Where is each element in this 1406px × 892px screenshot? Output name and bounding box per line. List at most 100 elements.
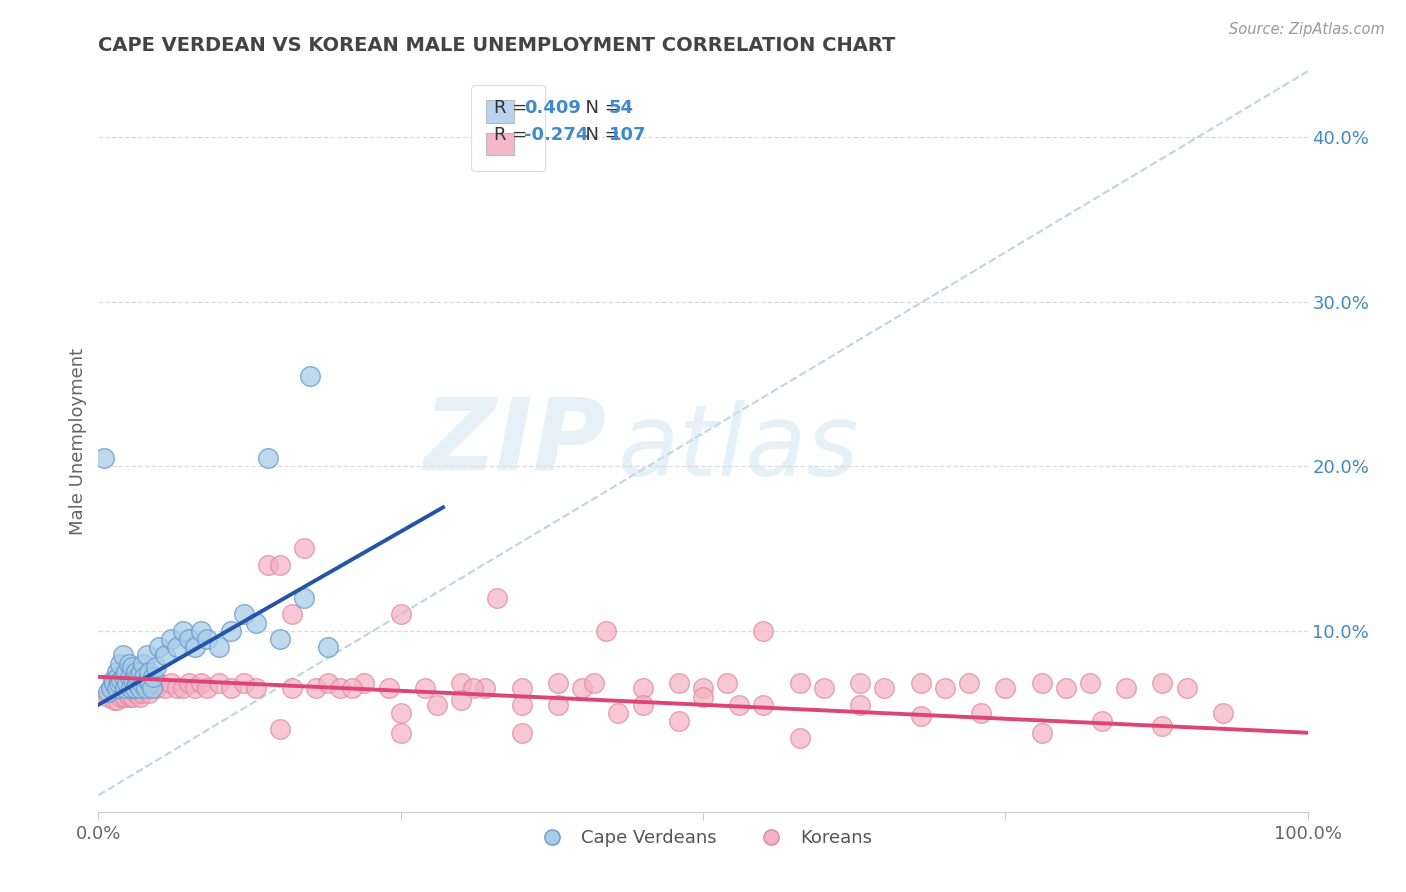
Point xyxy=(135,648,157,663)
Point xyxy=(105,693,128,707)
Point xyxy=(129,681,152,696)
Point xyxy=(631,698,654,712)
Point xyxy=(114,681,136,696)
Point xyxy=(103,676,125,690)
Point xyxy=(668,714,690,729)
Point xyxy=(120,681,142,696)
Point xyxy=(117,686,139,700)
Point xyxy=(139,676,162,690)
Point xyxy=(112,676,135,690)
Point xyxy=(813,681,835,696)
Point xyxy=(316,640,339,655)
Point xyxy=(269,558,291,572)
Point xyxy=(269,723,291,737)
Point xyxy=(128,681,150,696)
Text: ZIP: ZIP xyxy=(423,393,606,490)
Point xyxy=(299,368,322,383)
Point xyxy=(970,706,993,720)
Point xyxy=(486,591,509,605)
Point xyxy=(873,681,896,696)
Point xyxy=(184,640,207,655)
Point xyxy=(631,681,654,696)
Point xyxy=(1054,681,1077,696)
Point xyxy=(329,681,352,696)
Point xyxy=(1212,706,1234,720)
Point xyxy=(125,686,148,700)
Point xyxy=(118,676,141,690)
Point xyxy=(127,681,149,696)
Point xyxy=(208,676,231,690)
Point xyxy=(115,665,138,679)
Point xyxy=(1175,681,1198,696)
Point xyxy=(145,681,167,696)
Point xyxy=(190,624,212,638)
Point xyxy=(107,681,129,696)
Point xyxy=(269,632,291,646)
Point xyxy=(510,698,533,712)
Point xyxy=(789,676,811,690)
Text: atlas: atlas xyxy=(619,401,860,498)
Point xyxy=(450,693,472,707)
Point xyxy=(849,698,872,712)
Text: -0.274: -0.274 xyxy=(524,126,589,145)
Point xyxy=(138,665,160,679)
Point xyxy=(111,681,134,696)
Point xyxy=(107,670,129,684)
Point xyxy=(118,657,141,671)
Point xyxy=(128,690,150,704)
Point xyxy=(105,665,128,679)
Point xyxy=(474,681,496,696)
Point xyxy=(692,690,714,704)
Point xyxy=(131,676,153,690)
Point xyxy=(153,681,176,696)
Point xyxy=(138,686,160,700)
Point xyxy=(571,681,593,696)
Text: 107: 107 xyxy=(609,126,647,145)
Point xyxy=(108,676,131,690)
Point xyxy=(583,676,606,690)
Point xyxy=(849,676,872,690)
Point xyxy=(135,681,157,696)
Point xyxy=(994,681,1017,696)
Point xyxy=(118,670,141,684)
Point xyxy=(547,676,569,690)
Point xyxy=(1031,725,1053,739)
Point xyxy=(389,607,412,622)
Point xyxy=(121,676,143,690)
Point xyxy=(668,676,690,690)
Text: CAPE VERDEAN VS KOREAN MALE UNEMPLOYMENT CORRELATION CHART: CAPE VERDEAN VS KOREAN MALE UNEMPLOYMENT… xyxy=(98,36,896,54)
Point xyxy=(256,558,278,572)
Point xyxy=(117,676,139,690)
Point xyxy=(607,706,630,720)
Point xyxy=(127,676,149,690)
Point xyxy=(135,681,157,696)
Point xyxy=(910,676,932,690)
Point xyxy=(127,676,149,690)
Point xyxy=(463,681,485,696)
Point xyxy=(172,624,194,638)
Text: R =: R = xyxy=(494,100,533,118)
Point xyxy=(1031,676,1053,690)
Point xyxy=(131,686,153,700)
Point xyxy=(292,541,315,556)
Point xyxy=(142,670,165,684)
Text: R =: R = xyxy=(0,891,3,892)
Point xyxy=(124,681,146,696)
Point xyxy=(195,681,218,696)
Point xyxy=(101,686,124,700)
Point xyxy=(316,676,339,690)
Point xyxy=(752,624,775,638)
Point xyxy=(1091,714,1114,729)
Point xyxy=(100,681,122,696)
Point xyxy=(108,686,131,700)
Point xyxy=(547,698,569,712)
Point xyxy=(292,591,315,605)
Point xyxy=(221,624,243,638)
Point xyxy=(190,676,212,690)
Point xyxy=(111,648,134,663)
Point xyxy=(132,676,155,690)
Point xyxy=(510,725,533,739)
Point xyxy=(934,681,956,696)
Point xyxy=(957,676,980,690)
Point xyxy=(148,676,170,690)
